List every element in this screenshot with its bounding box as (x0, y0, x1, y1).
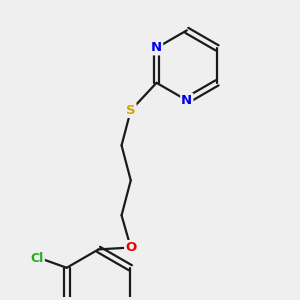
Text: Cl: Cl (31, 252, 44, 265)
Text: O: O (125, 241, 136, 254)
Text: N: N (181, 94, 192, 107)
Text: N: N (151, 41, 162, 54)
Text: S: S (126, 104, 136, 117)
